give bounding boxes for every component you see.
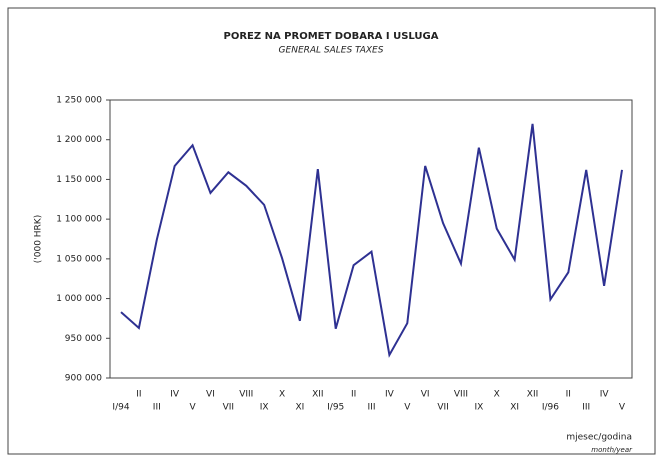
x-tick-label: XI (510, 403, 519, 413)
x-tick-label: I/96 (542, 403, 559, 413)
x-tick-label: XI (296, 403, 305, 413)
x-tick-label: VI (421, 390, 430, 400)
y-tick-label: 900 000 (65, 374, 102, 384)
y-tick-label: 1 000 000 (56, 294, 102, 304)
x-tick-label: III (582, 403, 590, 413)
x-tick-label: VIII (454, 390, 468, 400)
x-tick-label: V (404, 403, 411, 413)
y-tick-label: 1 150 000 (56, 175, 102, 185)
line-series (120, 123, 623, 358)
x-tick-label: IV (385, 390, 395, 400)
x-tick-label: XII (312, 390, 323, 400)
y-tick-label: 1 100 000 (56, 215, 102, 225)
x-axis-label: mjesec/godina (566, 433, 632, 443)
x-axis-sublabel: month/year (591, 446, 633, 454)
x-tick-label: VI (206, 390, 215, 400)
y-tick-label: 1 050 000 (56, 254, 102, 264)
x-tick-label: III (153, 403, 161, 413)
x-tick-label: IV (600, 390, 610, 400)
x-tick-label: II (351, 390, 356, 400)
y-axis-label: ('000 HRK) (34, 215, 44, 263)
x-tick-label: VII (223, 403, 234, 413)
x-tick-label: I/95 (327, 403, 344, 413)
x-tick-label: IV (170, 390, 180, 400)
x-tick-label: IX (260, 403, 269, 413)
x-tick-label: VIII (239, 390, 253, 400)
frame (7, 7, 656, 455)
x-tick-label: V (619, 403, 626, 413)
x-tick-label: II (566, 390, 571, 400)
x-tick-label: X (279, 390, 285, 400)
x-tick-label: II (136, 390, 141, 400)
x-tick-label: IX (474, 403, 483, 413)
chart-subtitle: GENERAL SALES TAXES (279, 46, 384, 56)
x-tick-label: I/94 (112, 403, 129, 413)
y-tick-label: 950 000 (65, 334, 102, 344)
x-tick-label: V (189, 403, 196, 413)
chart-title: POREZ NA PROMET DOBARA I USLUGA (224, 31, 439, 42)
y-tick-label: 1 250 000 (56, 96, 102, 106)
x-tick-label: VII (437, 403, 448, 413)
x-tick-label: III (368, 403, 376, 413)
plot-frame (109, 99, 633, 379)
x-tick-label: X (494, 390, 500, 400)
x-tick-label: XII (527, 390, 538, 400)
y-tick-label: 1 200 000 (56, 135, 102, 145)
